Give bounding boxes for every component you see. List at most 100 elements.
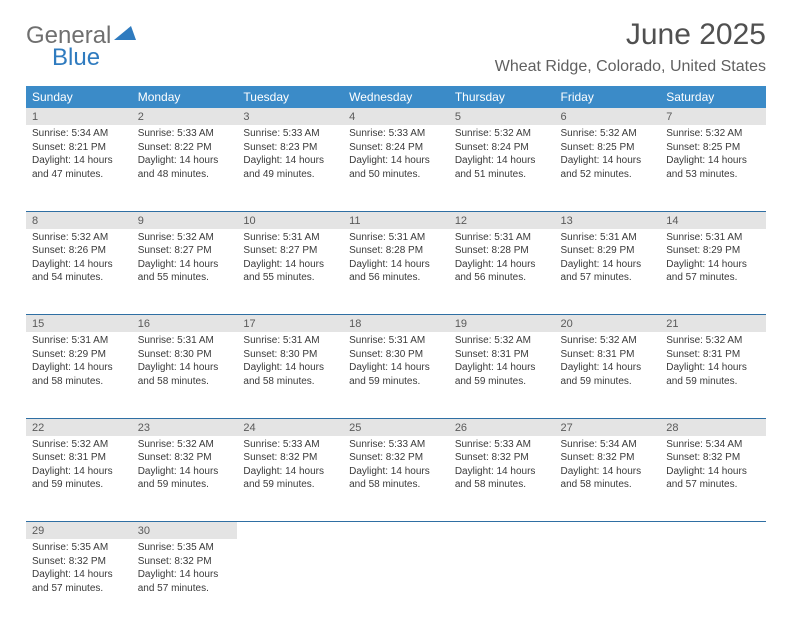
day-number-cell: 13 (555, 211, 661, 229)
calendar-page: General Blue June 2025 Wheat Ridge, Colo… (0, 0, 792, 625)
day-content: Sunrise: 5:32 AMSunset: 8:31 PMDaylight:… (449, 332, 555, 394)
sunset-text: Sunset: 8:22 PM (138, 141, 232, 155)
sunrise-text: Sunrise: 5:33 AM (455, 438, 549, 452)
day-cell: Sunrise: 5:33 AMSunset: 8:23 PMDaylight:… (237, 125, 343, 211)
day-number-cell: 6 (555, 108, 661, 125)
weekday-header: Sunday (26, 86, 132, 108)
daynum-row: 1234567 (26, 108, 766, 125)
sunset-text: Sunset: 8:25 PM (561, 141, 655, 155)
daylight-text: Daylight: 14 hours and 58 minutes. (455, 465, 549, 492)
day-content: Sunrise: 5:34 AMSunset: 8:21 PMDaylight:… (26, 125, 132, 187)
daylight-text: Daylight: 14 hours and 59 minutes. (561, 361, 655, 388)
day-content: Sunrise: 5:33 AMSunset: 8:32 PMDaylight:… (237, 436, 343, 498)
day-content: Sunrise: 5:32 AMSunset: 8:31 PMDaylight:… (555, 332, 661, 394)
day-content: Sunrise: 5:35 AMSunset: 8:32 PMDaylight:… (26, 539, 132, 601)
day-content: Sunrise: 5:32 AMSunset: 8:32 PMDaylight:… (132, 436, 238, 498)
day-number-cell: 22 (26, 418, 132, 436)
day-number-cell: 29 (26, 522, 132, 540)
day-cell: Sunrise: 5:32 AMSunset: 8:31 PMDaylight:… (449, 332, 555, 418)
sunrise-text: Sunrise: 5:31 AM (349, 231, 443, 245)
day-cell (343, 539, 449, 625)
day-cell: Sunrise: 5:34 AMSunset: 8:32 PMDaylight:… (555, 436, 661, 522)
sunset-text: Sunset: 8:32 PM (455, 451, 549, 465)
day-cell (237, 539, 343, 625)
day-content: Sunrise: 5:31 AMSunset: 8:30 PMDaylight:… (237, 332, 343, 394)
daylight-text: Daylight: 14 hours and 59 minutes. (666, 361, 760, 388)
daylight-text: Daylight: 14 hours and 58 minutes. (138, 361, 232, 388)
day-cell: Sunrise: 5:32 AMSunset: 8:25 PMDaylight:… (660, 125, 766, 211)
day-cell: Sunrise: 5:31 AMSunset: 8:29 PMDaylight:… (660, 229, 766, 315)
daynum-row: 22232425262728 (26, 418, 766, 436)
daylight-text: Daylight: 14 hours and 59 minutes. (455, 361, 549, 388)
day-content: Sunrise: 5:33 AMSunset: 8:23 PMDaylight:… (237, 125, 343, 187)
sunset-text: Sunset: 8:29 PM (32, 348, 126, 362)
day-number-cell: 30 (132, 522, 238, 540)
day-number-cell (237, 522, 343, 540)
sunrise-text: Sunrise: 5:32 AM (32, 231, 126, 245)
day-number-cell: 1 (26, 108, 132, 125)
sunset-text: Sunset: 8:32 PM (138, 555, 232, 569)
sunrise-text: Sunrise: 5:31 AM (455, 231, 549, 245)
day-number-cell (449, 522, 555, 540)
day-number-cell (555, 522, 661, 540)
day-cell: Sunrise: 5:33 AMSunset: 8:32 PMDaylight:… (449, 436, 555, 522)
week-row: Sunrise: 5:34 AMSunset: 8:21 PMDaylight:… (26, 125, 766, 211)
daylight-text: Daylight: 14 hours and 48 minutes. (138, 154, 232, 181)
day-content: Sunrise: 5:33 AMSunset: 8:32 PMDaylight:… (343, 436, 449, 498)
week-row: Sunrise: 5:32 AMSunset: 8:31 PMDaylight:… (26, 436, 766, 522)
day-content: Sunrise: 5:34 AMSunset: 8:32 PMDaylight:… (660, 436, 766, 498)
day-number-cell: 2 (132, 108, 238, 125)
logo-triangle-icon (114, 24, 136, 40)
day-cell (660, 539, 766, 625)
day-cell: Sunrise: 5:33 AMSunset: 8:32 PMDaylight:… (343, 436, 449, 522)
sunset-text: Sunset: 8:28 PM (455, 244, 549, 258)
daylight-text: Daylight: 14 hours and 53 minutes. (666, 154, 760, 181)
day-number-cell: 11 (343, 211, 449, 229)
sunrise-text: Sunrise: 5:35 AM (138, 541, 232, 555)
daylight-text: Daylight: 14 hours and 58 minutes. (243, 361, 337, 388)
daylight-text: Daylight: 14 hours and 59 minutes. (349, 361, 443, 388)
day-content: Sunrise: 5:31 AMSunset: 8:29 PMDaylight:… (555, 229, 661, 291)
daynum-row: 2930 (26, 522, 766, 540)
day-content: Sunrise: 5:33 AMSunset: 8:24 PMDaylight:… (343, 125, 449, 187)
sunrise-text: Sunrise: 5:32 AM (455, 127, 549, 141)
day-number-cell (660, 522, 766, 540)
daylight-text: Daylight: 14 hours and 56 minutes. (455, 258, 549, 285)
daynum-row: 15161718192021 (26, 315, 766, 333)
day-cell: Sunrise: 5:33 AMSunset: 8:24 PMDaylight:… (343, 125, 449, 211)
daylight-text: Daylight: 14 hours and 54 minutes. (32, 258, 126, 285)
sunrise-text: Sunrise: 5:34 AM (666, 438, 760, 452)
day-number-cell: 14 (660, 211, 766, 229)
sunset-text: Sunset: 8:31 PM (666, 348, 760, 362)
weekday-header: Thursday (449, 86, 555, 108)
day-number-cell: 5 (449, 108, 555, 125)
sunrise-text: Sunrise: 5:32 AM (561, 334, 655, 348)
day-number-cell: 19 (449, 315, 555, 333)
daylight-text: Daylight: 14 hours and 59 minutes. (243, 465, 337, 492)
sunset-text: Sunset: 8:31 PM (561, 348, 655, 362)
sunset-text: Sunset: 8:24 PM (349, 141, 443, 155)
week-row: Sunrise: 5:35 AMSunset: 8:32 PMDaylight:… (26, 539, 766, 625)
sunrise-text: Sunrise: 5:32 AM (455, 334, 549, 348)
day-cell: Sunrise: 5:33 AMSunset: 8:22 PMDaylight:… (132, 125, 238, 211)
day-number-cell: 20 (555, 315, 661, 333)
day-cell: Sunrise: 5:31 AMSunset: 8:29 PMDaylight:… (26, 332, 132, 418)
sunrise-text: Sunrise: 5:31 AM (561, 231, 655, 245)
sunset-text: Sunset: 8:27 PM (243, 244, 337, 258)
day-number-cell: 27 (555, 418, 661, 436)
day-content: Sunrise: 5:32 AMSunset: 8:31 PMDaylight:… (26, 436, 132, 498)
day-number-cell: 15 (26, 315, 132, 333)
daylight-text: Daylight: 14 hours and 55 minutes. (138, 258, 232, 285)
daylight-text: Daylight: 14 hours and 56 minutes. (349, 258, 443, 285)
weekday-header: Monday (132, 86, 238, 108)
day-cell: Sunrise: 5:35 AMSunset: 8:32 PMDaylight:… (132, 539, 238, 625)
sunset-text: Sunset: 8:32 PM (349, 451, 443, 465)
day-cell: Sunrise: 5:32 AMSunset: 8:31 PMDaylight:… (660, 332, 766, 418)
day-number-cell: 7 (660, 108, 766, 125)
day-cell: Sunrise: 5:31 AMSunset: 8:29 PMDaylight:… (555, 229, 661, 315)
daylight-text: Daylight: 14 hours and 57 minutes. (561, 258, 655, 285)
day-content: Sunrise: 5:31 AMSunset: 8:29 PMDaylight:… (26, 332, 132, 394)
brand-line2: Blue (52, 46, 136, 70)
day-number-cell: 10 (237, 211, 343, 229)
day-content: Sunrise: 5:31 AMSunset: 8:29 PMDaylight:… (660, 229, 766, 291)
